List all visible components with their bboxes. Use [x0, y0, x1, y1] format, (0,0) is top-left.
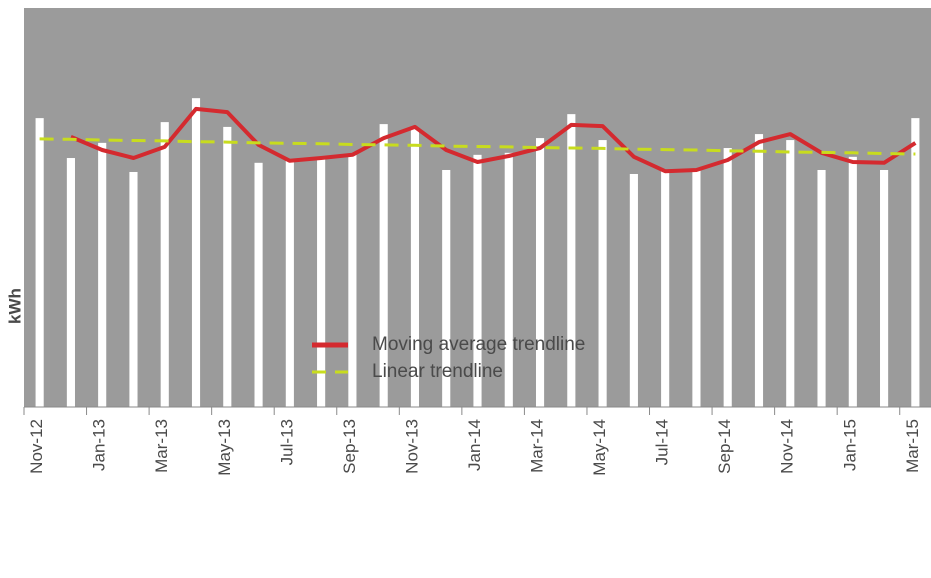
bar — [598, 140, 607, 407]
line-series — [70, 106, 917, 174]
x-tick-label: Nov-14 — [778, 419, 797, 474]
legend-label: Moving average trendline — [372, 334, 585, 355]
bar — [848, 156, 857, 407]
bar — [723, 148, 732, 407]
bar — [348, 154, 357, 407]
bar — [160, 122, 169, 407]
y-axis-label: kWh — [5, 288, 24, 324]
x-tick-label: Sep-13 — [340, 419, 359, 474]
bar — [567, 114, 576, 407]
bar — [66, 158, 75, 407]
bar — [911, 118, 920, 408]
bar — [98, 142, 107, 407]
bar — [223, 126, 232, 407]
x-tick-label: Mar-13 — [152, 419, 171, 473]
legend-label: Linear trendline — [372, 361, 503, 382]
bar — [504, 152, 513, 407]
x-tick-label: May-14 — [590, 419, 609, 476]
bar — [191, 98, 201, 407]
bar — [817, 169, 826, 407]
x-tick-label: Jul-14 — [653, 419, 672, 465]
x-tick-label: Nov-13 — [402, 419, 421, 474]
bar — [661, 169, 670, 407]
bar — [692, 169, 701, 407]
x-tick-label: Jan-14 — [465, 419, 484, 471]
bar — [535, 138, 545, 407]
x-tick-label: Sep-14 — [715, 419, 734, 474]
bar — [786, 140, 795, 407]
bar — [629, 173, 638, 407]
x-tick-label: Jan-13 — [90, 419, 109, 471]
x-tick-label: Jul-13 — [277, 419, 296, 465]
bar — [880, 169, 889, 407]
bar — [317, 158, 326, 407]
bar — [754, 134, 764, 408]
bar — [285, 160, 294, 407]
bar — [442, 169, 451, 407]
x-tick-label: May-13 — [215, 419, 234, 476]
bar — [35, 118, 44, 408]
bar — [379, 124, 388, 407]
bar — [254, 162, 263, 407]
x-tick-label: Mar-15 — [903, 419, 922, 473]
bar — [129, 171, 138, 407]
x-tick-label: Nov-12 — [27, 419, 46, 474]
x-tick-label: Mar-14 — [528, 419, 547, 473]
bar — [410, 128, 420, 407]
line-series — [39, 137, 916, 156]
x-tick-label: Jan-15 — [840, 419, 859, 471]
bar — [473, 154, 482, 407]
